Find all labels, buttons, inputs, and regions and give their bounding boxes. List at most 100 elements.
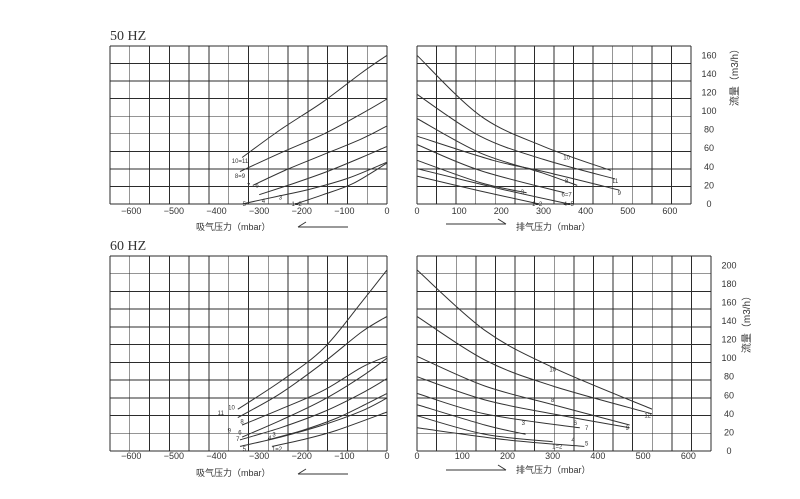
y-tick-label: 100 (721, 353, 736, 363)
x-tick-label: −400 (206, 451, 226, 461)
y-tick-label: 20 (724, 427, 734, 437)
curve-10 (237, 269, 388, 410)
curve-label: 10 (228, 405, 235, 411)
curve-label: 5 (243, 202, 247, 208)
y-tick-label: 60 (704, 143, 714, 153)
x-tick-label: 100 (452, 206, 467, 216)
curve-3 (416, 159, 527, 194)
x-tick-label: −300 (249, 206, 269, 216)
curve-label: 9 (618, 191, 622, 197)
curve-5 (241, 161, 388, 205)
curve-10-11 (241, 54, 388, 158)
x-tick-label: 0 (414, 451, 419, 461)
x-tick-label: −400 (206, 206, 226, 216)
x-axis-title: 排气压力（mbar） (516, 464, 591, 475)
curve-8 (416, 118, 578, 186)
curve-10 (416, 269, 653, 410)
curve-5 (239, 397, 388, 447)
curve-label: 3 (522, 421, 526, 427)
curve-label: 8 (240, 419, 244, 425)
curve-9 (241, 357, 388, 438)
curve-8-9 (239, 98, 388, 172)
x-tick-label: 0 (414, 206, 419, 216)
x-tick-label: 300 (536, 206, 551, 216)
x-tick-label: 200 (494, 206, 509, 216)
y-axis-title: 流量（m3/h） (728, 44, 741, 106)
x-tick-label: −600 (121, 206, 141, 216)
y-tick-label: 160 (721, 297, 736, 307)
y-tick-label: 0 (726, 446, 731, 456)
curve-label: 5 (243, 447, 247, 453)
y-tick-label: 40 (704, 162, 714, 172)
x-tick-label: 200 (500, 451, 515, 461)
curve-label: 8 (565, 179, 569, 185)
arrow-head (497, 464, 507, 471)
curve-label: 6 (574, 421, 578, 427)
grid (109, 255, 388, 452)
x-tick-label: −300 (249, 451, 269, 461)
curve-3-4 (259, 145, 388, 196)
grid (416, 255, 712, 452)
curve-1-2 (416, 415, 553, 443)
curve-3-4 (267, 392, 388, 441)
curve-12 (416, 315, 653, 415)
x-tick-label: 300 (545, 451, 560, 461)
y-tick-label: 0 (706, 199, 711, 209)
curve-10 (416, 54, 612, 171)
frequency-label: 50 HZ (110, 29, 146, 44)
x-tick-label: 0 (384, 206, 389, 216)
chart-60hz-discharge: 0 100 200 300 400 500 600 0 20 40 60 80 100 120 140 160… (414, 255, 753, 475)
curve-3 (416, 404, 526, 435)
curve-label: 10=11 (232, 159, 249, 165)
curve-label: 8=9 (235, 174, 246, 180)
chart-60hz-suction: 60 HZ −600 −500 −400 −300 −200 −100 0 吸气压力（mbar）… (109, 239, 390, 478)
curve-label: 4 (262, 199, 266, 205)
curve-8 (416, 355, 630, 426)
arrow-head (297, 468, 307, 475)
grid (416, 45, 692, 205)
curve-label: 6 (255, 183, 259, 189)
curve-1-2 (416, 175, 540, 205)
y-tick-label: 20 (704, 180, 714, 190)
y-tick-label: 80 (704, 125, 714, 135)
y-tick-label: 140 (701, 69, 716, 79)
curve-6-7 (416, 392, 580, 429)
x-axis-title: 吸气压力（mbar） (196, 467, 271, 478)
curve-label: 4 (571, 438, 575, 444)
curve-label: 3 (279, 195, 283, 201)
grid (109, 45, 388, 205)
curve-4-5 (416, 168, 569, 205)
x-tick-label: −500 (164, 451, 184, 461)
x-tick-label: −500 (164, 206, 184, 216)
curve-label: 11 (612, 179, 619, 185)
curve-label: 10 (563, 156, 570, 162)
y-tick-label: 200 (721, 260, 736, 270)
curve-7-6 (252, 125, 388, 186)
curve-label: 11 (218, 411, 225, 417)
curve-label: 9 (626, 426, 630, 432)
y-tick-label: 180 (721, 279, 736, 289)
arrow-head (497, 218, 507, 225)
curve-label: 1=2 (292, 202, 303, 208)
x-tick-label: 500 (620, 206, 635, 216)
x-tick-label: −200 (292, 206, 312, 216)
frequency-label: 60 HZ (110, 239, 146, 254)
curve-label: 1=2 (272, 447, 283, 453)
x-tick-label: 100 (455, 451, 470, 461)
chart-50hz-suction: 50 HZ −600 −500 −400 −300 −200 −100 0 吸气压力（mbar）… (109, 29, 390, 232)
curve-9 (416, 376, 630, 429)
x-tick-label: 400 (578, 206, 593, 216)
curve-label: 4 (268, 436, 272, 442)
x-tick-label: 400 (590, 451, 605, 461)
curve-label: 7 (247, 183, 251, 189)
curve-label: 8 (551, 398, 555, 404)
y-tick-label: 60 (724, 390, 734, 400)
y-tick-label: 80 (724, 372, 734, 382)
x-tick-label: 0 (384, 451, 389, 461)
curve-7-6 (239, 378, 388, 441)
curve-1-2 (271, 411, 388, 447)
curve-label: 10 (549, 367, 556, 373)
curve-label: 3 (272, 432, 276, 438)
curve-label: 7 (585, 426, 589, 432)
